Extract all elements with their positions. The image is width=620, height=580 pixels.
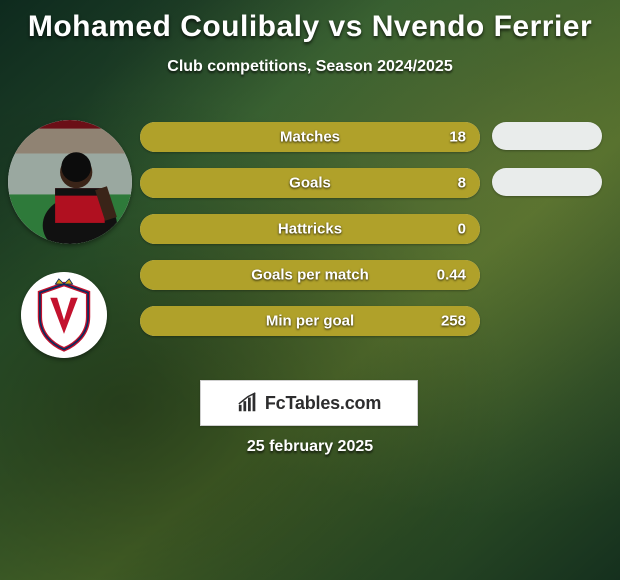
page-title: Mohamed Coulibaly vs Nvendo Ferrier <box>0 0 620 44</box>
stat-bar: Goals per match0.44 <box>140 260 480 290</box>
opponent-pill <box>492 122 602 150</box>
club-crest-svg <box>21 272 107 358</box>
avatar-column <box>8 120 120 398</box>
player-avatar-svg <box>8 120 132 244</box>
stat-bar-value: 18 <box>449 129 466 146</box>
stat-bar-value: 258 <box>441 313 466 330</box>
comparison-card: Mohamed Coulibaly vs Nvendo Ferrier Club… <box>0 0 620 580</box>
stat-bar: Goals8 <box>140 168 480 198</box>
stats-bars: Matches18 Goals8 Hattricks0 Goals per match… <box>140 122 480 352</box>
stat-bar-label: Goals <box>140 175 480 192</box>
player-avatar <box>8 120 132 244</box>
opponent-pills <box>492 122 602 214</box>
subtitle: Club competitions, Season 2024/2025 <box>0 58 620 76</box>
stat-bar-value: 0.44 <box>437 267 466 284</box>
stat-bar-value: 8 <box>458 175 466 192</box>
club-crest <box>21 272 107 358</box>
logo-box: FcTables.com <box>200 380 418 426</box>
stat-bar-label: Min per goal <box>140 313 480 330</box>
stat-bar-label: Hattricks <box>140 221 480 238</box>
opponent-pill <box>492 168 602 196</box>
stat-bar-label: Goals per match <box>140 267 480 284</box>
date-text: 25 february 2025 <box>0 438 620 456</box>
bar-chart-icon <box>237 392 259 414</box>
stat-bar-label: Matches <box>140 129 480 146</box>
logo-text: FcTables.com <box>265 393 381 414</box>
stat-bar-value: 0 <box>458 221 466 238</box>
stat-bar: Min per goal258 <box>140 306 480 336</box>
stat-bar: Hattricks0 <box>140 214 480 244</box>
stat-bar: Matches18 <box>140 122 480 152</box>
